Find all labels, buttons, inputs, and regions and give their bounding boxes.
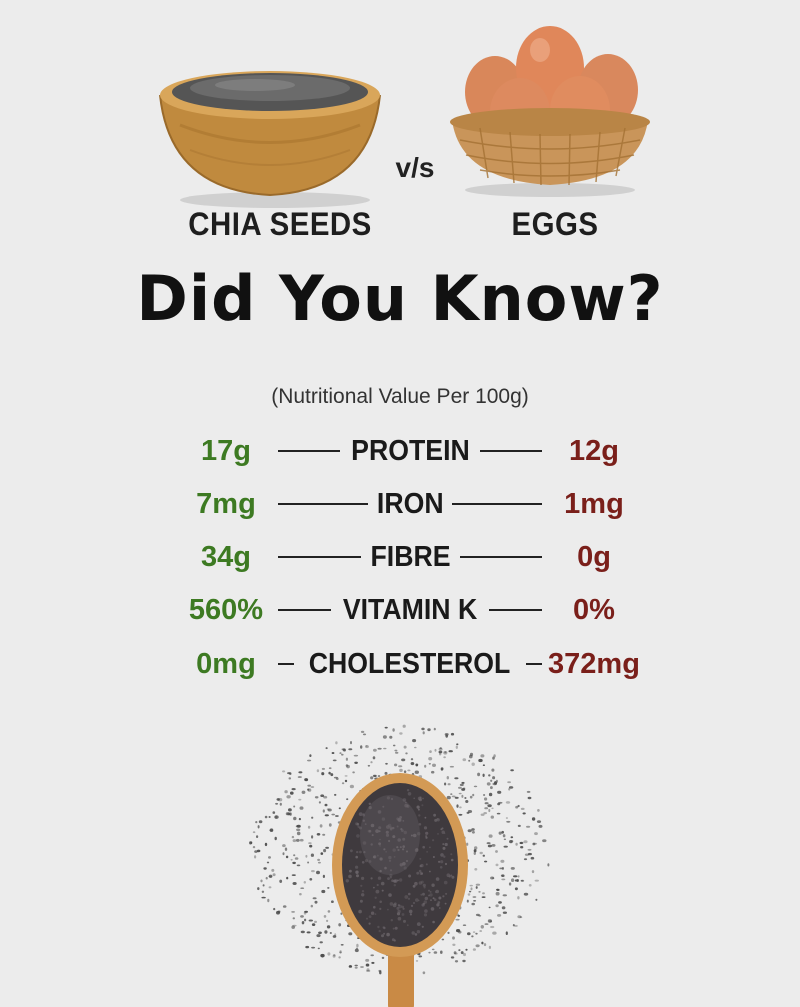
nutrient-row-vitamin-k: 560% VITAMIN K 0% xyxy=(180,589,640,631)
divider-line xyxy=(452,503,542,505)
chia-value: 17g xyxy=(201,434,251,467)
chia-value: 560% xyxy=(188,593,264,626)
nutrient-name: FIBRE xyxy=(369,540,451,573)
eggs-label: EGGS xyxy=(511,206,599,242)
chia-seeds-label: CHIA SEEDS xyxy=(188,206,372,242)
egg-basket-image xyxy=(450,26,650,197)
egg-value: 1mg xyxy=(564,487,624,520)
chia-spoon-image xyxy=(249,724,550,1007)
nutrient-name: VITAMIN K xyxy=(342,593,478,626)
egg-value: 372mg xyxy=(548,647,640,680)
divider-line xyxy=(278,663,295,665)
divider-line xyxy=(489,609,542,611)
egg-value: 0g xyxy=(577,540,611,573)
chia-value: 34g xyxy=(201,540,251,573)
egg-value: 0% xyxy=(573,593,615,626)
chia-value: 0mg xyxy=(196,647,256,680)
nutrient-row-fibre: 34g FIBRE 0g xyxy=(180,536,640,578)
divider-line xyxy=(459,556,542,558)
divider-line xyxy=(525,663,542,665)
nutrient-row-cholesterol: 0mg CHOLESTEROL 372mg xyxy=(180,643,640,685)
nutrient-name: IRON xyxy=(376,487,444,520)
nutrient-name: PROTEIN xyxy=(350,434,470,467)
divider-line xyxy=(278,503,368,505)
headline: Did You Know? xyxy=(136,262,664,335)
nutrient-row-iron: 7mg IRON 1mg xyxy=(180,483,640,525)
egg-value: 12g xyxy=(569,434,619,467)
divider-line xyxy=(480,450,542,452)
divider-line xyxy=(278,450,340,452)
divider-line xyxy=(278,609,331,611)
nutrient-name: CHOLESTEROL xyxy=(309,647,511,680)
versus-label: v/s xyxy=(395,152,435,183)
nutrient-row-protein: 17g PROTEIN 12g xyxy=(180,430,640,472)
divider-line xyxy=(278,556,361,558)
subtitle: (Nutritional Value Per 100g) xyxy=(271,385,529,408)
chia-bowl-image xyxy=(159,71,381,208)
chia-value: 7mg xyxy=(196,487,256,520)
